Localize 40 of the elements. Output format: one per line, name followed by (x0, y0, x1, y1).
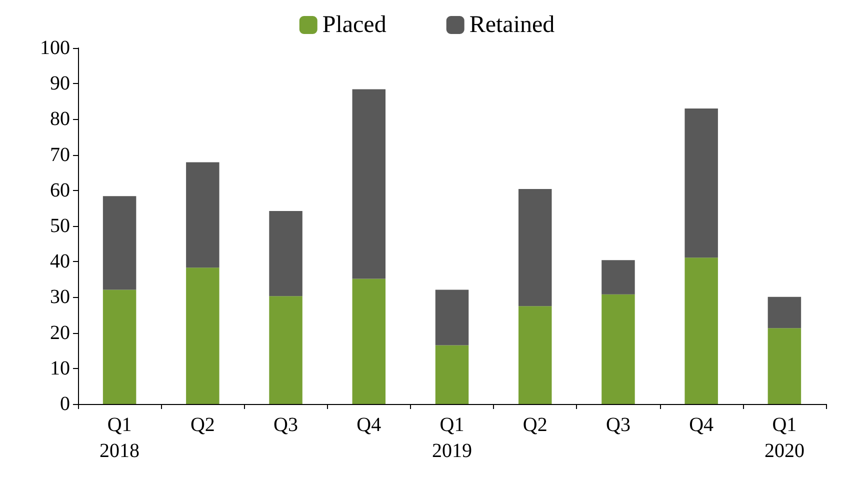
bar (352, 278, 386, 404)
x-tick-label: Q1 2018 (100, 414, 140, 462)
x-tick-label: Q3 (606, 414, 630, 436)
x-tick-label: Q2 (522, 414, 548, 436)
y-tick-label: 40 (50, 250, 70, 273)
y-tick-label: 80 (50, 108, 70, 130)
bar (768, 328, 802, 404)
y-tick-label: 90 (50, 72, 70, 95)
bar (602, 260, 635, 294)
bar (684, 108, 718, 258)
legend-label: Retained (469, 12, 555, 38)
y-tick-label: 100 (40, 37, 70, 59)
bar (518, 306, 552, 404)
bar (186, 268, 220, 404)
bar (768, 296, 802, 328)
bar (435, 345, 469, 404)
bar (602, 294, 635, 404)
bar (518, 188, 552, 306)
y-tick-label: 10 (50, 357, 70, 380)
bar (684, 258, 718, 404)
x-tick-label: Q4 (356, 414, 382, 436)
x-tick-label: Q1 2020 (764, 414, 804, 462)
x-tick-label: Q1 2019 (432, 414, 472, 462)
bar (102, 290, 136, 404)
x-tick-label: Q4 (689, 414, 714, 436)
bar (269, 296, 302, 404)
x-tick-label: Q3 (274, 414, 298, 436)
bar (435, 290, 469, 346)
bar (102, 196, 136, 290)
y-tick-label: 60 (50, 179, 70, 202)
y-tick-label: 30 (50, 286, 70, 308)
y-tick-label: 50 (50, 215, 70, 237)
bar (269, 211, 302, 296)
x-tick-label: Q2 (190, 414, 215, 436)
y-tick-label: 0 (60, 393, 70, 415)
bar (352, 89, 386, 279)
y-tick-label: 70 (50, 144, 70, 166)
legend-label: Placed (322, 12, 386, 38)
y-tick-label: 20 (50, 322, 70, 344)
bar (186, 162, 220, 268)
